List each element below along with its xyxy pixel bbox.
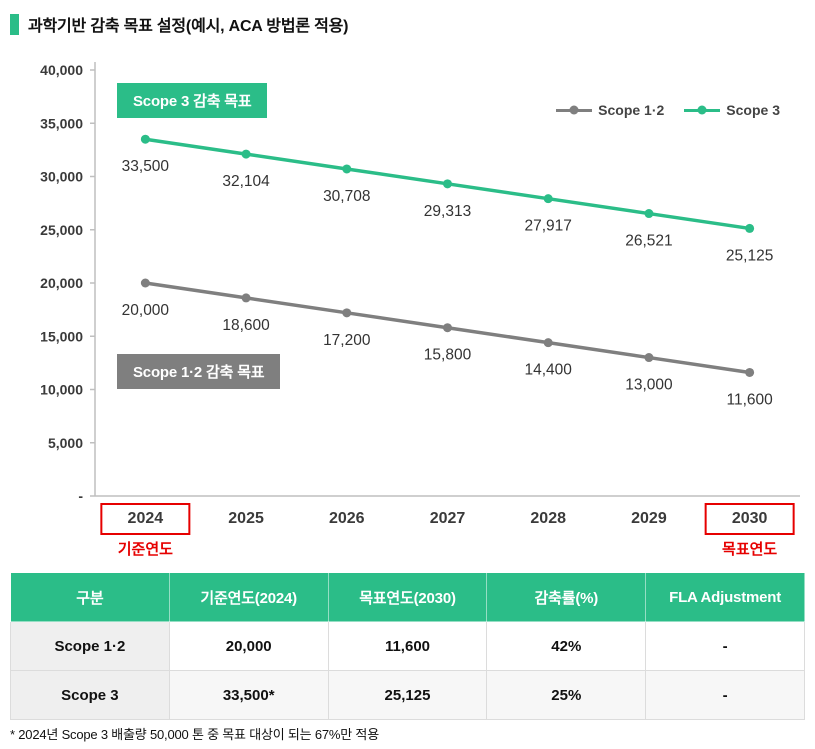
- data-point-scope-1-2: [443, 323, 452, 333]
- x-year-label: 2026: [329, 510, 365, 527]
- col-header-fla-adjustment: FLA Adjustment: [645, 572, 805, 622]
- data-label-scope-3: 27,917: [525, 218, 572, 235]
- targets-summary-table: 구분 기준연도(2024) 목표연도(2030) 감축률(%) FLA Adju…: [10, 572, 805, 720]
- scope3-line-marker-icon: [684, 105, 721, 115]
- data-point-scope-3: [443, 179, 452, 189]
- table-row-scope12: Scope 1·2 20,000 11,600 42% -: [10, 621, 805, 671]
- scope12-target-badge: Scope 1·2 감축 목표: [117, 354, 281, 389]
- base-year-box: [100, 503, 191, 535]
- scope12-line-marker-icon: [556, 105, 593, 115]
- table-row-scope3: Scope 3 33,500* 25,125 25% -: [10, 670, 805, 720]
- y-tick-label: 35,000: [40, 115, 83, 131]
- x-year-label: 2028: [530, 510, 566, 527]
- data-point-scope-3: [644, 209, 654, 219]
- data-label-scope-1-2: 14,400: [525, 362, 573, 379]
- target-year-box: [704, 503, 795, 535]
- scope12-reduction-rate: 42%: [486, 621, 647, 671]
- y-tick-label: -: [78, 488, 83, 504]
- footnote: * 2024년 Scope 3 배출량 50,000 톤 중 목표 대상이 되는…: [10, 727, 379, 742]
- legend-label-scope12: Scope 1·2: [598, 102, 665, 118]
- page-title: 과학기반 감축 목표 설정(예시, ACA 방법론 적용): [28, 18, 349, 35]
- data-label-scope-3: 25,125: [726, 247, 773, 264]
- data-point-scope-3: [241, 149, 251, 159]
- x-year-label: 2025: [228, 510, 264, 527]
- scope3-reduction-rate: 25%: [486, 670, 647, 720]
- data-label-scope-1-2: 18,600: [222, 317, 270, 334]
- scope3-target-value: 25,125: [327, 670, 488, 720]
- data-point-scope-3: [543, 194, 553, 204]
- data-label-scope-1-2: 20,000: [122, 302, 170, 319]
- scope3-target-badge: Scope 3 감축 목표: [117, 83, 268, 118]
- scope12-fla-adjustment: -: [645, 621, 805, 671]
- y-tick-label: 15,000: [40, 328, 83, 344]
- chart-legend: Scope 1·2 Scope 3: [556, 102, 780, 118]
- emissions-target-chart: - 5,000 10,000 15,000 20,000 25,000 30,000 35,0…: [10, 58, 805, 566]
- legend-item-scope3: Scope 3: [684, 102, 780, 118]
- col-header-category: 구분: [10, 572, 170, 622]
- col-header-reduction-rate: 감축률(%): [486, 572, 647, 622]
- col-header-target-year: 목표연도(2030): [327, 572, 488, 622]
- data-label-scope-1-2: 15,800: [424, 347, 472, 364]
- target-year-label: 목표연도: [722, 541, 777, 558]
- data-label-scope-3: 33,500: [122, 158, 170, 175]
- x-year-label: 2029: [631, 510, 667, 527]
- data-point-scope-1-2: [342, 308, 352, 318]
- x-year-label: 2027: [430, 510, 466, 527]
- data-label-scope-1-2: 17,200: [323, 332, 371, 349]
- data-point-scope-1-2: [140, 278, 150, 288]
- data-label-scope-3: 30,708: [323, 188, 370, 205]
- table-header-row: 구분 기준연도(2024) 목표연도(2030) 감축률(%) FLA Adju…: [10, 572, 805, 622]
- y-tick-label: 40,000: [40, 62, 83, 78]
- chart-canvas: - 5,000 10,000 15,000 20,000 25,000 30,000 35,0…: [40, 62, 800, 558]
- y-tick-label: 25,000: [40, 222, 83, 238]
- data-point-scope-1-2: [241, 293, 251, 303]
- scope12-target-value: 11,600: [327, 621, 488, 671]
- row-label-scope12: Scope 1·2: [10, 621, 170, 671]
- y-tick-label: 30,000: [40, 169, 83, 185]
- y-tick-label: 5,000: [48, 435, 83, 451]
- data-label-scope-1-2: 11,600: [727, 391, 774, 408]
- data-point-scope-3: [140, 134, 150, 144]
- data-label-scope-3: 26,521: [625, 233, 672, 250]
- data-point-scope-1-2: [644, 353, 654, 363]
- base-year-label: 기준연도: [118, 541, 173, 558]
- y-tick-label: 20,000: [40, 275, 83, 291]
- data-label-scope-3: 29,313: [424, 203, 471, 220]
- y-tick-label: 10,000: [40, 382, 83, 398]
- row-label-scope3: Scope 3: [10, 670, 170, 720]
- scope3-base-value: 33,500*: [168, 670, 329, 720]
- page-title-row: 과학기반 감축 목표 설정(예시, ACA 방법론 적용): [10, 12, 348, 36]
- col-header-base-year: 기준연도(2024): [168, 572, 329, 622]
- data-point-scope-3: [745, 223, 755, 233]
- x-year-label: 2030: [732, 510, 768, 527]
- title-bullet-icon: [10, 13, 19, 35]
- data-label-scope-1-2: 13,000: [625, 377, 673, 394]
- x-year-label: 2024: [128, 510, 164, 527]
- legend-item-scope12: Scope 1·2: [556, 102, 664, 118]
- data-point-scope-3: [342, 164, 352, 174]
- legend-label-scope3: Scope 3: [726, 102, 780, 118]
- data-point-scope-1-2: [543, 338, 553, 348]
- scope3-fla-adjustment: -: [645, 670, 805, 720]
- scope12-base-value: 20,000: [168, 621, 329, 671]
- data-label-scope-3: 32,104: [222, 173, 270, 190]
- data-point-scope-1-2: [745, 367, 755, 377]
